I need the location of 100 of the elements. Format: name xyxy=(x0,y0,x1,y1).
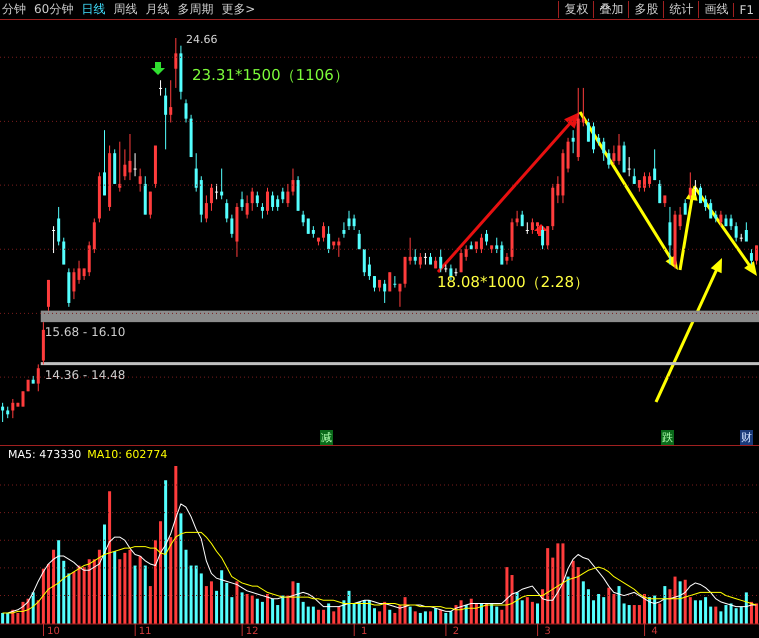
candlestick xyxy=(383,279,386,304)
candlestick xyxy=(322,222,326,242)
candlestick xyxy=(352,214,356,230)
candlestick xyxy=(194,152,198,192)
bar xyxy=(500,610,504,624)
bar xyxy=(123,552,126,624)
text: 月线 xyxy=(145,1,170,18)
bar xyxy=(653,596,656,624)
bar xyxy=(82,567,86,624)
candlestick xyxy=(709,198,712,219)
bar xyxy=(668,589,672,624)
bar xyxy=(704,597,708,624)
bar xyxy=(622,603,626,624)
candlestick xyxy=(530,218,534,234)
candlestick xyxy=(658,180,662,204)
candlestick xyxy=(653,148,656,181)
bar xyxy=(144,566,147,624)
bar xyxy=(383,602,386,624)
bar xyxy=(184,550,188,624)
candlestick xyxy=(215,183,218,200)
candlestick xyxy=(368,256,371,280)
x-tick-label: 11 xyxy=(138,626,152,637)
candlestick xyxy=(337,237,340,258)
candlestick xyxy=(159,80,162,96)
candlestick xyxy=(302,210,305,227)
candlestick xyxy=(648,172,652,188)
candlestick xyxy=(520,210,524,227)
candlestick xyxy=(62,237,66,266)
text: 复权 xyxy=(558,1,594,18)
candlestick xyxy=(480,233,483,254)
candlestick xyxy=(281,187,284,204)
candlestick xyxy=(266,187,270,216)
bar xyxy=(698,600,702,624)
candlestick xyxy=(439,248,442,273)
candlestick xyxy=(688,172,692,200)
candlestick xyxy=(393,276,396,288)
bar xyxy=(204,586,208,624)
bar xyxy=(154,540,157,624)
bar xyxy=(113,551,116,624)
candlestick xyxy=(418,252,422,269)
x-tick-label: 4 xyxy=(651,626,658,637)
bar xyxy=(322,610,326,624)
bar xyxy=(372,608,376,624)
bar xyxy=(1,612,4,624)
bar xyxy=(291,581,294,624)
bar xyxy=(688,597,692,624)
bar xyxy=(617,586,620,624)
candlestick xyxy=(632,168,636,184)
candlestick xyxy=(72,268,76,300)
bar xyxy=(215,590,218,624)
bar xyxy=(332,611,336,624)
bar xyxy=(470,598,473,624)
candlestick xyxy=(123,148,126,181)
bar xyxy=(42,568,45,624)
bar xyxy=(674,576,677,624)
candlestick xyxy=(348,210,351,230)
candlestick xyxy=(164,87,168,150)
bar xyxy=(561,543,564,624)
candlestick xyxy=(668,206,672,266)
candlestick xyxy=(505,252,508,266)
candlestick xyxy=(704,194,708,212)
bar xyxy=(62,560,66,624)
bar xyxy=(337,606,340,624)
candlestick xyxy=(750,248,753,266)
candlestick xyxy=(612,145,616,166)
bar xyxy=(678,581,682,624)
bar xyxy=(505,567,508,624)
bar xyxy=(108,491,112,624)
candlestick xyxy=(36,364,40,392)
candlestick xyxy=(276,194,280,212)
bar xyxy=(485,603,488,624)
bar xyxy=(546,548,550,624)
bar xyxy=(424,611,427,624)
bar xyxy=(256,598,259,624)
candlestick xyxy=(6,406,10,419)
bar xyxy=(684,580,687,624)
candlestick xyxy=(541,226,544,250)
bar xyxy=(230,597,234,624)
bar xyxy=(210,581,213,624)
bar xyxy=(393,612,396,624)
bar xyxy=(148,586,152,624)
bar xyxy=(98,550,101,624)
bar xyxy=(134,566,137,624)
text: 画线 xyxy=(698,1,734,18)
bar xyxy=(281,596,284,624)
bar xyxy=(306,606,310,624)
candlestick xyxy=(730,214,733,230)
bar xyxy=(709,606,712,624)
bar xyxy=(724,605,728,624)
candlestick xyxy=(398,283,402,308)
candlestick xyxy=(694,180,697,196)
bar xyxy=(57,540,60,624)
bar xyxy=(174,466,178,624)
bar xyxy=(744,592,748,624)
bar xyxy=(220,570,224,624)
candlestick xyxy=(291,168,294,196)
bar xyxy=(572,560,575,624)
bar xyxy=(719,611,722,624)
bar xyxy=(312,606,315,624)
text: 日线 xyxy=(81,1,106,18)
